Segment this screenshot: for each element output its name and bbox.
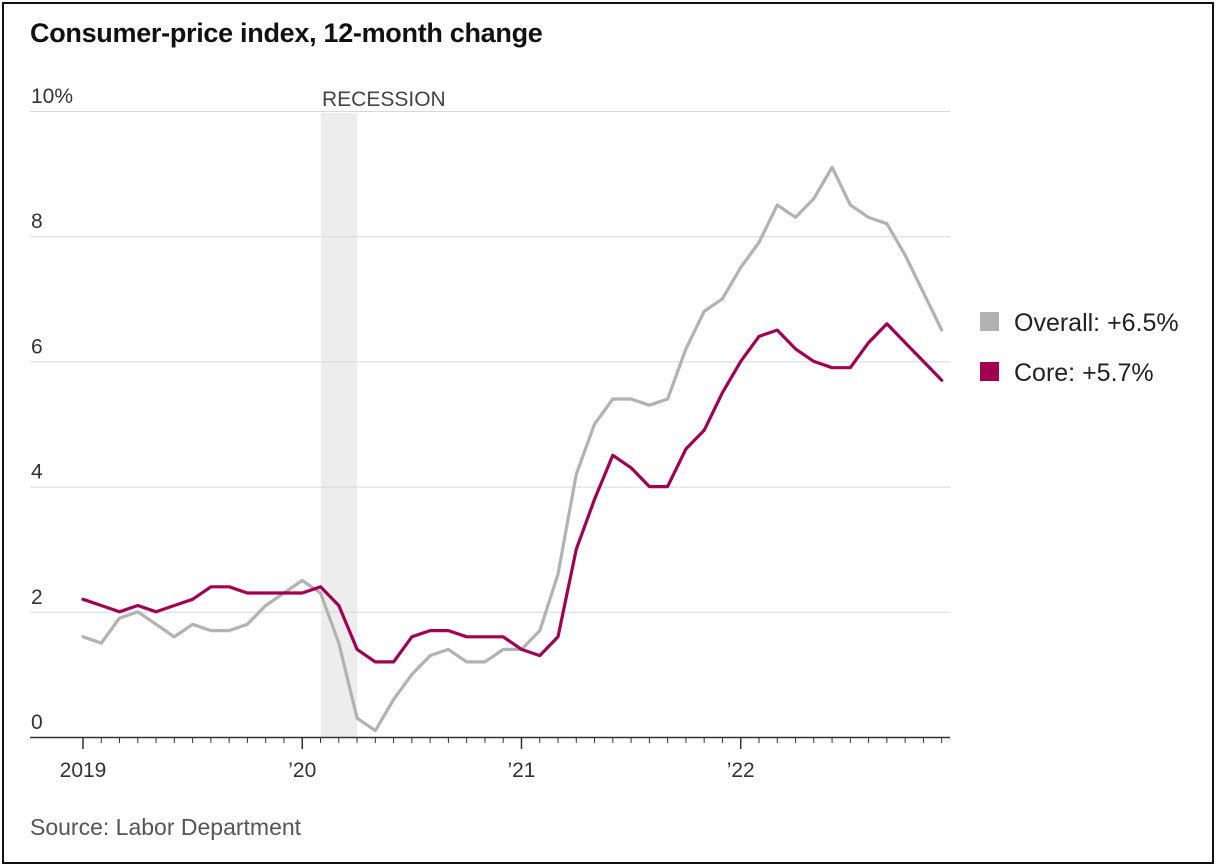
y-tick-label: 0 bbox=[31, 711, 43, 734]
y-tick-label: 4 bbox=[31, 461, 43, 484]
legend-swatch-overall bbox=[980, 312, 999, 331]
legend-label-core: Core: +5.7% bbox=[1014, 359, 1154, 387]
legend-swatch-core bbox=[980, 362, 999, 381]
y-tick-label: 6 bbox=[31, 335, 43, 358]
x-tick-label: ’20 bbox=[288, 759, 316, 782]
x-tick-label: 2019 bbox=[60, 759, 107, 782]
y-tick-label: 10% bbox=[31, 85, 73, 108]
chart-title: Consumer-price index, 12-month change bbox=[30, 18, 543, 48]
recession-label: RECESSION bbox=[322, 88, 446, 111]
y-tick-label: 2 bbox=[31, 586, 43, 609]
series-line-core bbox=[81, 322, 944, 664]
series-line-overall bbox=[81, 165, 944, 733]
y-tick-label: 8 bbox=[31, 210, 43, 233]
x-tick-label: ’21 bbox=[507, 759, 535, 782]
x-tick-label: ’22 bbox=[727, 759, 755, 782]
source-note: Source: Labor Department bbox=[30, 814, 302, 840]
legend-label-overall: Overall: +6.5% bbox=[1014, 309, 1179, 337]
